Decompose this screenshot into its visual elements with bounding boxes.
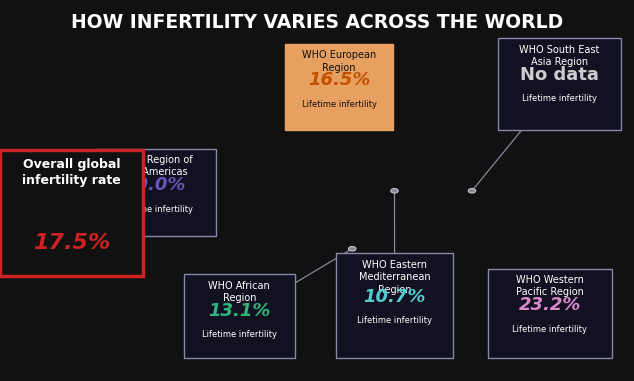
Text: Lifetime infertility: Lifetime infertility (118, 205, 193, 214)
Text: HOW INFERTILITY VARIES ACROSS THE WORLD: HOW INFERTILITY VARIES ACROSS THE WORLD (71, 13, 563, 32)
Text: Lifetime infertility: Lifetime infertility (202, 330, 277, 339)
Text: Lifetime infertility: Lifetime infertility (512, 325, 588, 334)
Text: 17.5%: 17.5% (33, 234, 110, 253)
Text: WHO South East
Asia Region: WHO South East Asia Region (519, 45, 600, 67)
Text: 20.0%: 20.0% (124, 176, 186, 194)
Text: WHO Eastern
Mediterranean
Region: WHO Eastern Mediterranean Region (359, 260, 430, 295)
Text: Overall global
infertility rate: Overall global infertility rate (22, 158, 120, 187)
Text: WHO Region of
the Americas: WHO Region of the Americas (119, 155, 192, 178)
Text: 23.2%: 23.2% (519, 296, 581, 314)
Text: No data: No data (520, 66, 599, 83)
Text: Lifetime infertility: Lifetime infertility (302, 100, 377, 109)
Text: 16.5%: 16.5% (308, 71, 370, 89)
Text: 10.7%: 10.7% (363, 288, 426, 306)
Text: Lifetime infertility: Lifetime infertility (522, 94, 597, 103)
Text: 13.1%: 13.1% (208, 302, 271, 320)
Text: WHO African
Region: WHO African Region (209, 281, 270, 303)
Text: WHO Western
Pacific Region: WHO Western Pacific Region (516, 275, 584, 298)
Text: Lifetime infertility: Lifetime infertility (357, 316, 432, 325)
Text: WHO European
Region: WHO European Region (302, 50, 377, 73)
